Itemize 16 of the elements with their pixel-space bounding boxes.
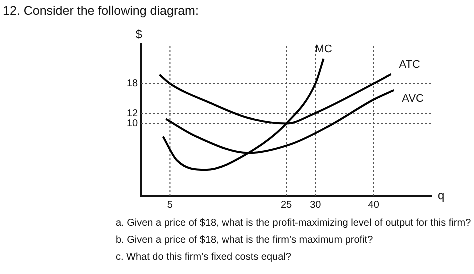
x-tick-label: 30 <box>310 200 322 211</box>
text: a. Given a price of $18, what is the profit-maximizing level of output for this firm? <box>116 217 472 231</box>
x-tick-label: 5 <box>167 200 174 211</box>
chart-title: 12. Consider the following diagram: <box>3 4 199 18</box>
y-tick-label: 18 <box>127 78 139 90</box>
series-label: AVC <box>402 92 424 105</box>
x-tick-label: 40 <box>368 200 380 211</box>
x-tick-label: 25 <box>281 200 293 211</box>
x-axis-title: q <box>438 188 445 202</box>
text: b. Given a price of $18, what is the firm’s maximum profit? <box>116 234 374 248</box>
series-label: MC <box>315 43 332 56</box>
y-axis-title: $ <box>136 27 143 42</box>
text: c. What do this firm’s fixed costs equal? <box>116 251 292 265</box>
y-tick-label: 10 <box>127 118 139 130</box>
series-label: ATC <box>399 58 421 71</box>
y-tick-label: 12 <box>127 108 139 120</box>
